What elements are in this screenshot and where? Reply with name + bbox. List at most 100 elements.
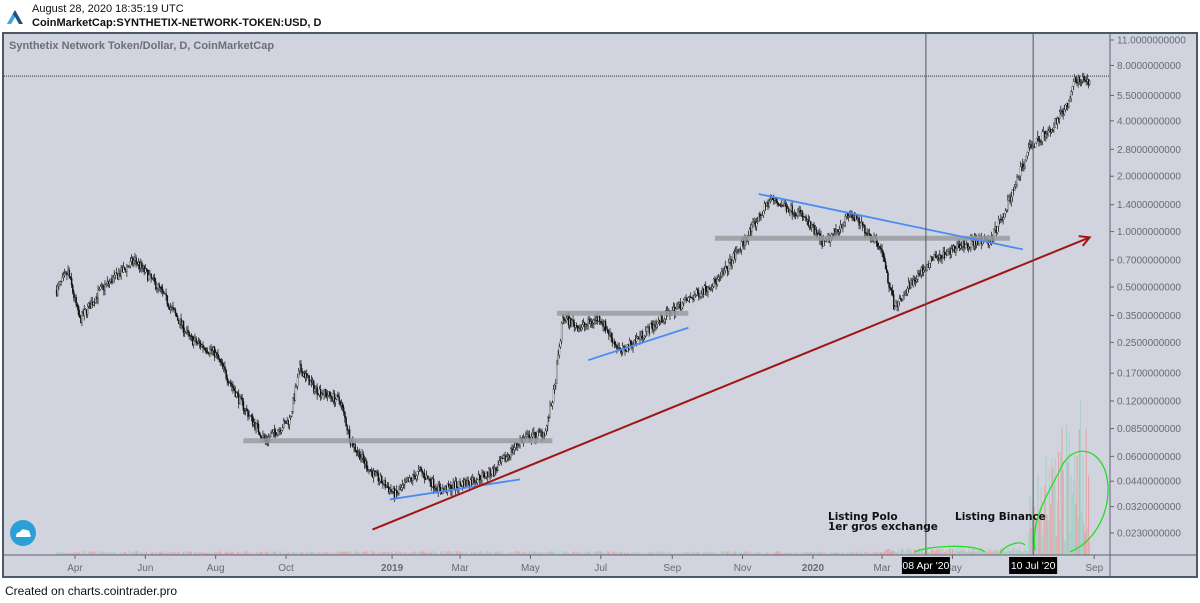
trendline-red	[372, 236, 1091, 531]
volume-bar	[825, 552, 827, 555]
candle-body	[611, 337, 614, 343]
volume-bar	[171, 551, 173, 555]
y-tick-label: 0.0850000000	[1117, 424, 1181, 435]
volume-bar	[328, 552, 330, 555]
volume-bar	[110, 552, 112, 555]
volume-bar	[589, 551, 591, 555]
volume-bar	[542, 551, 544, 555]
volume-bar	[180, 553, 182, 555]
volume-bar	[232, 552, 234, 555]
volume-bar	[691, 552, 693, 555]
volume-bar	[272, 551, 274, 555]
volume-bar	[277, 553, 279, 555]
volume-bar	[1059, 519, 1061, 555]
candle-body	[864, 225, 866, 234]
chart-frame[interactable]	[2, 32, 1198, 578]
candle-body	[172, 307, 174, 309]
candle-body	[693, 295, 696, 300]
candle-body	[257, 424, 260, 433]
volume-bar	[366, 551, 368, 555]
candle-body	[291, 411, 293, 417]
volume-bar	[350, 551, 352, 555]
volume-bar	[333, 553, 336, 555]
volume-bar	[535, 551, 537, 555]
volume-bar	[836, 552, 838, 555]
volume-bar	[252, 553, 254, 555]
volume-bar	[317, 552, 319, 555]
candle-body	[69, 276, 72, 279]
candle-body	[912, 279, 915, 286]
volume-bar	[611, 551, 613, 555]
tradingview-logo-icon[interactable]	[10, 520, 36, 546]
volume-bar	[657, 553, 660, 555]
volume-bar	[502, 553, 504, 555]
candle-body	[288, 417, 291, 425]
candle-body	[771, 197, 774, 200]
candle-body	[271, 432, 274, 435]
candle-body	[1023, 166, 1025, 169]
candle-body	[59, 281, 61, 285]
volume-bar	[125, 552, 127, 555]
volume-bar	[427, 552, 429, 555]
volume-bar	[457, 551, 459, 555]
volume-bar	[145, 551, 148, 555]
volume-bar	[826, 553, 828, 555]
candle-body	[761, 215, 764, 217]
volume-bar	[818, 552, 820, 555]
volume-bar	[103, 551, 105, 555]
volume-bar	[679, 553, 681, 555]
volume-bar	[844, 552, 846, 555]
volume-bar	[312, 552, 314, 555]
volume-bar	[793, 553, 796, 555]
candle-body	[182, 321, 185, 333]
volume-bar	[752, 553, 754, 555]
volume-bar	[868, 553, 871, 555]
volume-bar	[873, 551, 875, 555]
candle-body	[1034, 142, 1037, 148]
volume-bar	[279, 552, 281, 555]
x-tick-label: May	[943, 563, 962, 574]
candle-body	[294, 386, 297, 401]
volume-bar	[685, 552, 687, 555]
volume-bar	[212, 553, 214, 555]
candle-body	[494, 467, 496, 476]
volume-bar	[985, 552, 987, 555]
volume-bar	[499, 553, 502, 555]
volume-bar	[614, 551, 616, 555]
volume-bar	[1009, 550, 1011, 555]
volume-bar	[398, 551, 400, 555]
x-tick-label: Sep	[1085, 563, 1103, 574]
candle-body	[295, 385, 298, 388]
volume-bar	[609, 552, 611, 555]
volume-bar	[397, 553, 399, 555]
volume-bar	[430, 551, 432, 555]
volume-bar	[134, 551, 136, 555]
volume-bar	[787, 553, 789, 555]
volume-bar	[127, 553, 129, 555]
candle-body	[336, 394, 338, 400]
candle-body	[592, 323, 594, 325]
candle-body	[801, 212, 804, 218]
volume-bar	[921, 551, 924, 555]
candle-body	[1088, 80, 1091, 85]
volume-bar	[641, 553, 643, 555]
volume-bar	[693, 553, 695, 555]
candle-body	[76, 304, 79, 307]
volume-bar	[467, 553, 469, 555]
volume-bar	[77, 552, 80, 555]
candle-body	[369, 469, 372, 472]
volume-bar	[283, 552, 285, 555]
volume-bar	[353, 553, 355, 555]
volume-bar	[178, 551, 180, 555]
candle-body	[714, 278, 716, 283]
volume-bar	[773, 552, 775, 555]
candle-body	[997, 219, 1000, 227]
volume-bar	[841, 553, 843, 555]
candle-body	[879, 245, 881, 249]
volume-bar	[847, 553, 849, 555]
volume-bar	[540, 552, 542, 555]
volume-bar	[155, 552, 157, 555]
candle-body	[233, 388, 235, 392]
volume-bar	[852, 552, 854, 555]
